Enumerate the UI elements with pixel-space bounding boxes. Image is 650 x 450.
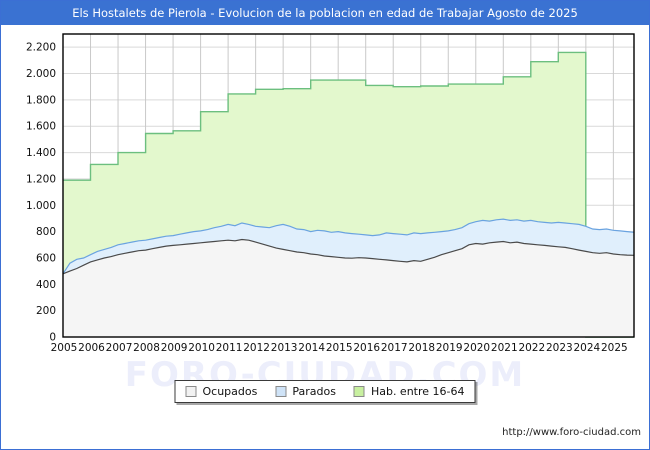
- legend-swatch-parados: [275, 386, 287, 397]
- legend-label-ocupados: Ocupados: [202, 385, 258, 398]
- series-line-habitantes: [63, 51, 634, 338]
- series-line-ocupados: [62, 238, 635, 275]
- y-axis-tick-label: 400: [36, 279, 56, 291]
- x-axis-tick-label: 2020: [463, 342, 490, 354]
- x-axis-tick-label: 2009: [161, 342, 188, 354]
- y-axis-tick-label: 2.000: [26, 68, 56, 80]
- y-axis-tick-label: 1.400: [26, 147, 56, 159]
- x-axis-tick-label: 2011: [216, 342, 243, 354]
- legend-swatch-ocupados: [185, 386, 197, 397]
- series-area-ocupados: [63, 239, 634, 337]
- y-axis-tick-label: 200: [36, 305, 56, 317]
- y-axis-tick-label: 0: [49, 332, 56, 344]
- legend-label-parados: Parados: [292, 385, 336, 398]
- x-axis-tick-label: 2006: [78, 342, 105, 354]
- chart-region: FORO-CIUDAD.COM 0 200 400 600 800 1.000 1.200 1…: [1, 25, 649, 449]
- x-axis-tick-label: 2010: [188, 342, 215, 354]
- plot-frame: [62, 33, 635, 338]
- x-axis-tick-label: 2021: [491, 342, 518, 354]
- y-axis-tick-label: 1.000: [26, 200, 56, 212]
- chart-plot: 0 200 400 600 800 1.000 1.200 1.400 1.600 1.800 2.…: [26, 33, 635, 354]
- x-axis-tick-label: 2016: [353, 342, 380, 354]
- x-axis-tick-label: 2007: [106, 342, 133, 354]
- x-axis-tick-label: 2013: [271, 342, 298, 354]
- x-axis-tick-label: 2024: [573, 342, 600, 354]
- legend-swatch-habitantes: [353, 386, 365, 397]
- legend-label-habitantes: Hab. entre 16-64: [370, 385, 465, 398]
- window-title-bar: Els Hostalets de Pierola - Evolucion de …: [1, 1, 649, 25]
- source-url[interactable]: http://www.foro-ciudad.com: [502, 427, 641, 438]
- legend-item-parados[interactable]: Parados: [275, 385, 336, 398]
- x-axis-tick-label: 2019: [436, 342, 463, 354]
- x-axis-tick-label: 2014: [298, 342, 325, 354]
- y-axis-tick-label: 1.800: [26, 94, 56, 106]
- y-axis-tick-label: 600: [36, 252, 56, 264]
- x-axis-tick-label: 2023: [546, 342, 573, 354]
- y-axis-tick-label: 1.600: [26, 121, 56, 133]
- y-axis-tick-label: 800: [36, 226, 56, 238]
- x-axis-tick-label: 2018: [408, 342, 435, 354]
- x-axis-tick-label: 2012: [243, 342, 270, 354]
- x-axis-tick-label: 2025: [601, 342, 628, 354]
- y-axis-tick-label: 1.200: [26, 173, 56, 185]
- x-axis-tick-label: 2022: [518, 342, 545, 354]
- y-axis-tick-label: 2.200: [26, 42, 56, 54]
- x-axis-tick-label: 2017: [381, 342, 408, 354]
- x-axis-tick-label: 2005: [51, 342, 78, 354]
- series-line-parados: [62, 218, 635, 275]
- x-axis-tick-label: 2015: [326, 342, 353, 354]
- chart-legend: Ocupados Parados Hab. entre 16-64: [174, 380, 476, 403]
- page-title: Els Hostalets de Pierola - Evolucion de …: [72, 6, 578, 20]
- x-axis-tick-label: 2008: [133, 342, 160, 354]
- legend-item-habitantes[interactable]: Hab. entre 16-64: [353, 385, 465, 398]
- legend-item-ocupados[interactable]: Ocupados: [185, 385, 257, 398]
